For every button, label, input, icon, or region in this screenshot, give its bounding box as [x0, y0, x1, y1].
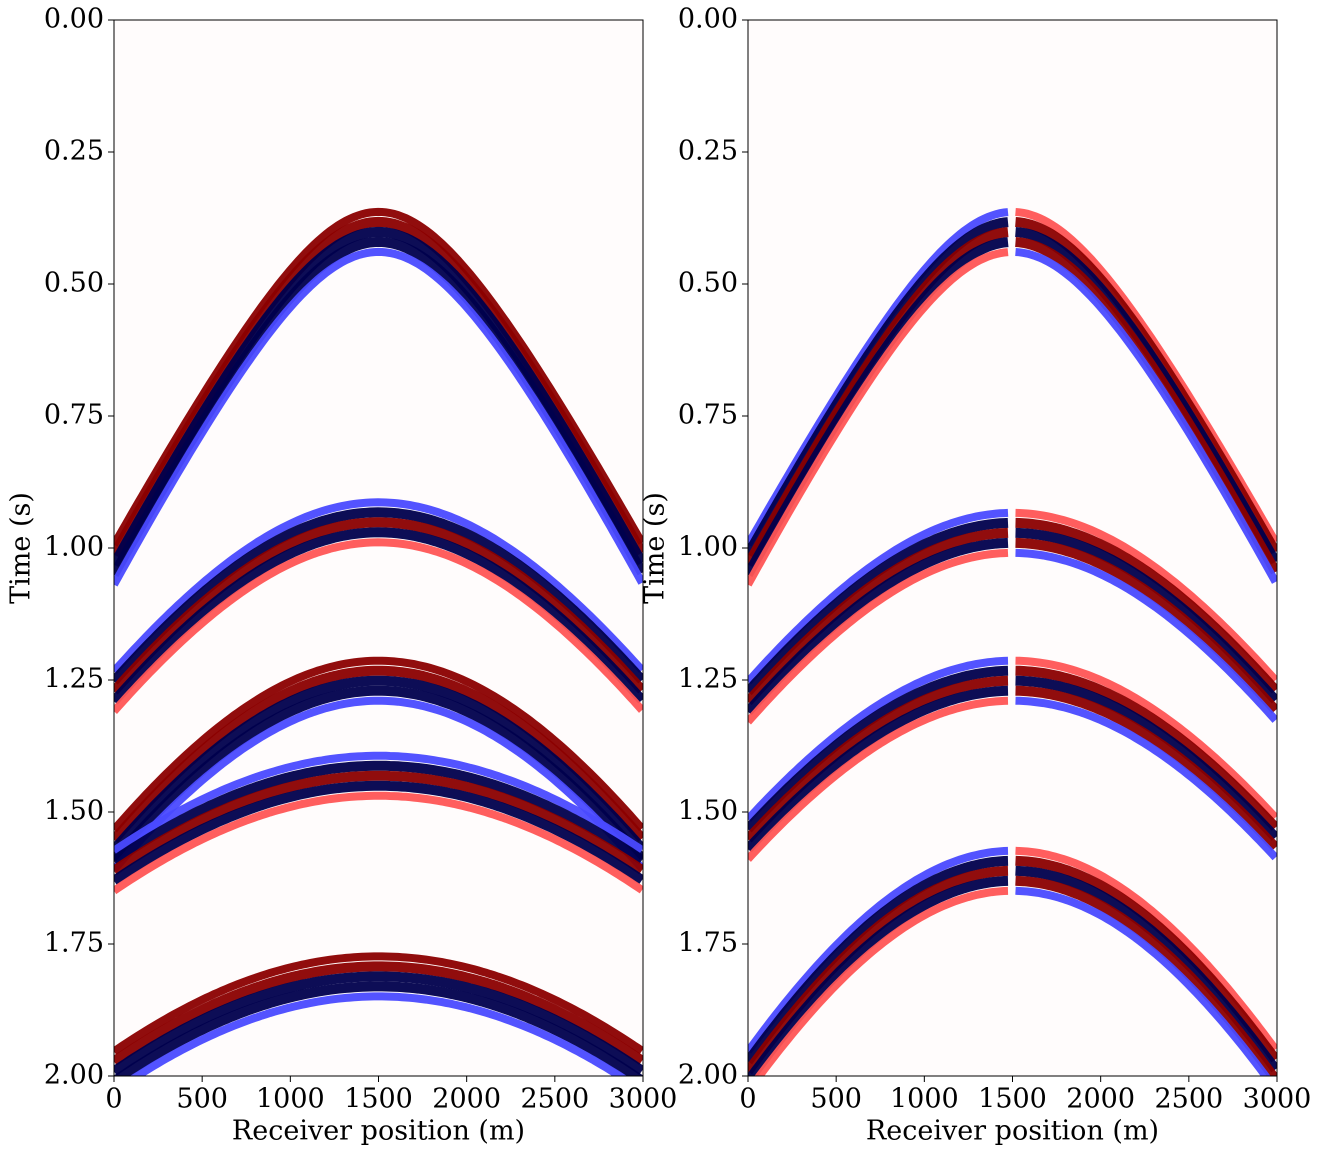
wavefront: [114, 656, 643, 833]
y-tick-label: 0.50: [44, 268, 104, 299]
x-tick-label: 1000: [256, 1084, 325, 1115]
panel: 0 500 1000 1500 2000 2500 3000 0.00 0.25 0.50 0.75…: [6, 4, 678, 1147]
wavefront: [1015, 855, 1277, 1063]
wavefront: [129, 992, 628, 1076]
wavefront: [748, 548, 1009, 725]
y-axis-label: Time (s): [640, 492, 671, 604]
wavefront: [748, 665, 1009, 833]
wavefront: [748, 685, 1009, 853]
wavefront: [114, 770, 643, 875]
wavefront: [748, 656, 1009, 822]
wavefront: [114, 791, 643, 895]
wavefront: [1015, 675, 1277, 841]
wavefront: [1015, 886, 1271, 1076]
wavefront: [114, 971, 643, 1076]
wavefront: [748, 248, 1009, 587]
x-tick-label: 2500: [520, 1084, 589, 1115]
x-tick-label: 3000: [1243, 1084, 1312, 1115]
wavefront: [1015, 875, 1277, 1076]
wavefront: [114, 981, 643, 1076]
wavefront: [114, 247, 643, 587]
wavefront: [114, 751, 643, 855]
x-tick-label: 2000: [1066, 1084, 1135, 1115]
wavefront: [1015, 508, 1277, 683]
wavefront: [748, 537, 1009, 716]
y-tick-label: 1.75: [678, 928, 738, 959]
wavefront: [114, 760, 643, 865]
y-tick-label: 1.50: [678, 796, 738, 827]
wavefront: [1015, 248, 1277, 584]
wavefront: [754, 886, 1009, 1076]
plot-background: [748, 20, 1277, 1076]
y-tick-label: 1.00: [678, 532, 738, 563]
wavefront: [1015, 846, 1277, 1052]
wavefront: [748, 865, 1009, 1075]
wavefront: [748, 508, 1009, 685]
wavefront: [1015, 696, 1277, 861]
wavefront: [748, 875, 1009, 1076]
wavefront: [1015, 656, 1277, 821]
wavefront: [1015, 548, 1277, 723]
wavefront: [748, 846, 1009, 1054]
y-tick-label: 0.25: [44, 136, 104, 167]
x-tick-label: 2500: [1154, 1084, 1223, 1115]
x-tick-label: 500: [810, 1084, 862, 1115]
y-tick-label: 0.75: [678, 400, 738, 431]
wavefront: [114, 538, 643, 714]
wavefront: [1015, 865, 1277, 1073]
y-tick-label: 0.00: [678, 4, 738, 35]
wavefront: [114, 665, 643, 843]
wavefront: [114, 527, 643, 705]
wavefront: [1015, 537, 1277, 714]
y-tick-label: 0.00: [44, 4, 104, 35]
wavefront: [1015, 237, 1277, 575]
plot-background: [114, 20, 643, 1076]
y-tick-label: 1.50: [44, 796, 104, 827]
y-tick-label: 1.00: [44, 532, 104, 563]
wavefront: [114, 961, 643, 1066]
x-tick-label: 0: [105, 1084, 122, 1115]
y-tick-label: 1.25: [44, 664, 104, 695]
wavefront: [1015, 665, 1277, 831]
y-axis-label: Time (s): [6, 492, 37, 604]
wavefront: [114, 675, 643, 853]
wavefront: [114, 236, 643, 578]
wavefront: [114, 507, 643, 685]
wavefront: [114, 952, 643, 1055]
wavefront: [1015, 527, 1277, 704]
seismic-image: [114, 207, 643, 1076]
wavefront: [748, 527, 1009, 706]
y-tick-label: 0.75: [44, 400, 104, 431]
x-tick-label: 500: [176, 1084, 228, 1115]
x-tick-label: 3000: [609, 1084, 678, 1115]
y-tick-label: 0.50: [678, 268, 738, 299]
y-tick-label: 2.00: [678, 1060, 738, 1091]
x-tick-label: 2000: [432, 1084, 501, 1115]
panel: 0 500 1000 1500 2000 2500 3000 0.00 0.25 0.50 0.75…: [640, 4, 1312, 1147]
wavefront: [748, 517, 1009, 696]
seismic-image: [748, 208, 1277, 1076]
x-tick-label: 1000: [890, 1084, 959, 1115]
y-tick-label: 2.00: [44, 1060, 104, 1091]
x-axis-label: Receiver position (m): [866, 1116, 1159, 1147]
y-tick-label: 0.25: [678, 136, 738, 167]
wavefront: [748, 855, 1009, 1065]
y-tick-label: 1.25: [678, 664, 738, 695]
wavefront: [114, 498, 643, 674]
wavefront: [114, 685, 643, 863]
y-tick-label: 1.75: [44, 928, 104, 959]
wavefront: [114, 517, 643, 695]
wavefront: [1015, 685, 1277, 851]
wavefront: [748, 237, 1009, 578]
x-tick-label: 0: [739, 1084, 756, 1115]
x-tick-label: 1500: [978, 1084, 1047, 1115]
wavefront: [748, 696, 1009, 862]
wavefront: [748, 675, 1009, 843]
x-axis-label: Receiver position (m): [232, 1116, 525, 1147]
wavefront: [114, 780, 643, 885]
wavefront: [1015, 517, 1277, 694]
wavefront: [114, 696, 643, 873]
x-tick-label: 1500: [344, 1084, 413, 1115]
